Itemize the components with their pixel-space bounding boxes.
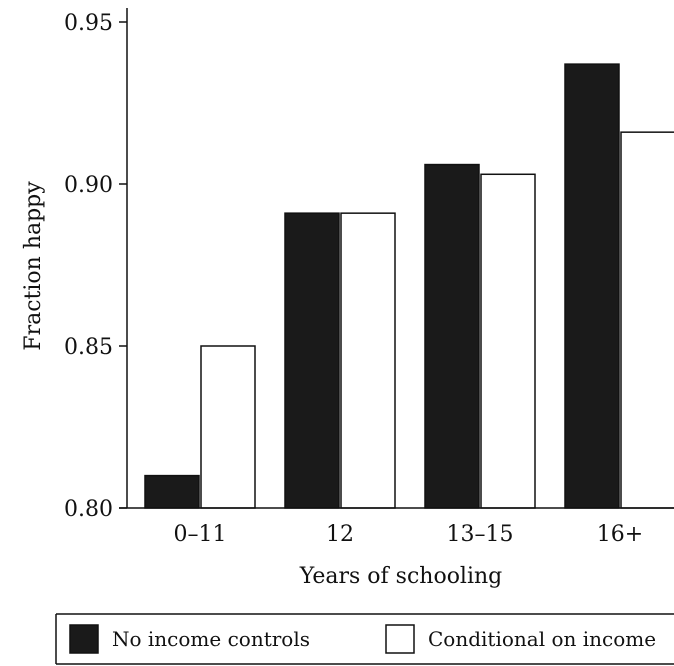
x-tick-label: 0–11 xyxy=(174,522,227,547)
y-tick-label: 0.90 xyxy=(64,173,113,198)
y-tick-label: 0.85 xyxy=(64,335,113,360)
legend-swatch-no-income-controls xyxy=(69,624,99,654)
bar-no-income-controls xyxy=(424,163,480,509)
legend: No income controls Conditional on income xyxy=(55,613,674,665)
x-tick-label: 12 xyxy=(326,522,354,547)
y-tick-label: 0.80 xyxy=(64,497,113,522)
legend-swatch-conditional-on-income xyxy=(385,624,415,654)
legend-label-conditional-on-income: Conditional on income xyxy=(428,627,656,651)
x-tick-label: 16+ xyxy=(597,522,643,547)
x-axis-title: Years of schooling xyxy=(299,564,503,589)
x-axis-tick-labels: 0–11 12 13–15 16+ xyxy=(174,522,644,547)
bar-conditional-on-income xyxy=(200,345,256,509)
bar-conditional-on-income xyxy=(620,131,674,509)
bar-no-income-controls xyxy=(144,474,200,509)
x-tick-label: 13–15 xyxy=(447,522,514,547)
y-axis-ticks: 0.80 0.85 0.90 0.95 xyxy=(64,11,127,522)
y-tick-label: 0.95 xyxy=(64,11,113,36)
legend-label-no-income-controls: No income controls xyxy=(112,627,310,651)
bar-no-income-controls xyxy=(284,212,340,509)
bar-conditional-on-income xyxy=(480,173,536,509)
bar-conditional-on-income xyxy=(340,212,396,509)
y-axis-title: Fraction happy xyxy=(21,181,46,351)
bar-no-income-controls xyxy=(564,63,620,509)
bars-group xyxy=(144,63,674,509)
